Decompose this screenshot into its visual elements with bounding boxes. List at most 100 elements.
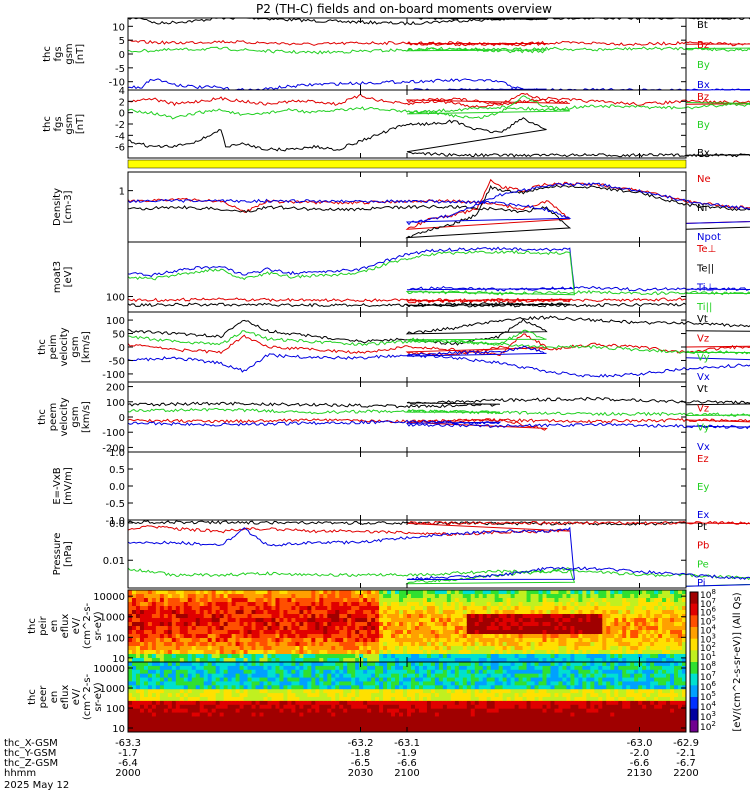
heatmap-cell — [462, 594, 468, 599]
heatmap-cell — [510, 716, 516, 721]
heatmap-cell — [514, 662, 520, 667]
heatmap-cell — [678, 650, 683, 655]
heatmap-cell — [291, 665, 296, 671]
heatmap-cell — [474, 704, 480, 710]
heatmap-cell — [630, 622, 635, 627]
heatmap-cell — [175, 712, 181, 717]
heatmap-cell — [343, 598, 348, 603]
heatmap-cell — [502, 724, 508, 729]
heatmap-cell — [590, 708, 595, 714]
heatmap-cell — [347, 681, 352, 686]
heatmap-cell — [554, 630, 559, 635]
heatmap-cell — [422, 602, 428, 607]
heatmap-cell — [522, 630, 528, 635]
heatmap-cell — [470, 638, 476, 643]
heatmap-cell — [618, 598, 623, 603]
heatmap-cell — [191, 658, 197, 663]
heatmap-cell — [562, 642, 567, 647]
heatmap-cell — [147, 654, 153, 659]
heatmap-cell — [446, 650, 452, 655]
heatmap-cell — [315, 716, 320, 721]
heatmap-cell — [143, 673, 149, 679]
heatmap-cell — [351, 650, 356, 655]
heatmap-cell — [414, 712, 420, 717]
heatmap-cell — [490, 610, 496, 615]
heatmap-cell — [355, 689, 360, 694]
y-axis-label: [km/s] — [81, 401, 92, 433]
heatmap-cell — [387, 594, 392, 599]
heatmap-cell — [387, 618, 392, 623]
heatmap-cell — [167, 658, 173, 663]
heatmap-cell — [243, 693, 249, 698]
heatmap-cell — [167, 720, 173, 725]
heatmap-cell — [502, 610, 508, 615]
heatmap-cell — [167, 673, 173, 679]
heatmap-cell — [654, 606, 659, 611]
heatmap-cell — [594, 689, 599, 694]
heatmap-cell — [399, 634, 404, 639]
heatmap-cell — [335, 610, 340, 615]
heatmap-cell — [430, 677, 436, 682]
heatmap-cell — [494, 610, 500, 615]
heatmap-cell — [622, 622, 627, 627]
series-line-Ni — [127, 184, 750, 239]
heatmap-cell — [199, 662, 205, 667]
heatmap-cell — [307, 669, 312, 675]
heatmap-cell — [514, 704, 520, 710]
heatmap-cell — [498, 614, 504, 619]
heatmap-cell — [327, 700, 332, 706]
heatmap-cell — [295, 610, 300, 615]
heatmap-cell — [379, 646, 384, 651]
heatmap-cell — [554, 673, 559, 679]
heatmap-cell — [646, 614, 651, 619]
heatmap-cell — [407, 724, 412, 729]
heatmap-cell — [562, 677, 567, 682]
heatmap-cell — [606, 689, 611, 694]
heatmap-cell — [227, 693, 233, 698]
heatmap-cell — [187, 700, 193, 706]
heatmap-cell — [598, 658, 603, 663]
heatmap-cell — [610, 594, 615, 599]
heatmap-cell — [602, 693, 607, 698]
heatmap-cell — [418, 606, 424, 611]
heatmap-cell — [450, 638, 456, 643]
heatmap-cell — [430, 590, 436, 595]
heatmap-cell — [183, 594, 189, 599]
heatmap-cell — [163, 646, 169, 651]
heatmap-cell — [546, 685, 551, 690]
heatmap-cell — [327, 704, 332, 710]
heatmap-cell — [291, 708, 296, 714]
heatmap-cell — [355, 665, 360, 671]
heatmap-cell — [251, 634, 257, 639]
heatmap-cell — [279, 610, 284, 615]
heatmap-cell — [518, 658, 524, 663]
heatmap-cell — [227, 594, 233, 599]
heatmap-cell — [642, 626, 647, 631]
heatmap-cell — [482, 728, 488, 733]
heatmap-cell — [562, 626, 567, 631]
heatmap-cell — [343, 724, 348, 729]
heatmap-cell — [510, 685, 516, 690]
heatmap-cell — [227, 665, 233, 671]
heatmap-cell — [410, 724, 416, 729]
heatmap-cell — [231, 622, 237, 627]
heatmap-cell — [315, 638, 320, 643]
heatmap-cell — [407, 693, 412, 698]
heatmap-cell — [434, 712, 440, 717]
heatmap-cell — [574, 622, 579, 627]
heatmap-cell — [359, 634, 364, 639]
heatmap-cell — [315, 626, 320, 631]
heatmap-cell — [446, 689, 452, 694]
heatmap-cell — [363, 728, 368, 733]
heatmap-cell — [446, 716, 452, 721]
heatmap-cell — [438, 669, 444, 675]
heatmap-cell — [426, 693, 432, 698]
heatmap-cell — [307, 618, 312, 623]
heatmap-cell — [414, 602, 420, 607]
heatmap-cell — [347, 720, 352, 725]
heatmap-cell — [207, 638, 213, 643]
heatmap-cell — [363, 673, 368, 679]
heatmap-cell — [610, 618, 615, 623]
heatmap-cell — [303, 606, 308, 611]
heatmap-cell — [438, 697, 444, 702]
